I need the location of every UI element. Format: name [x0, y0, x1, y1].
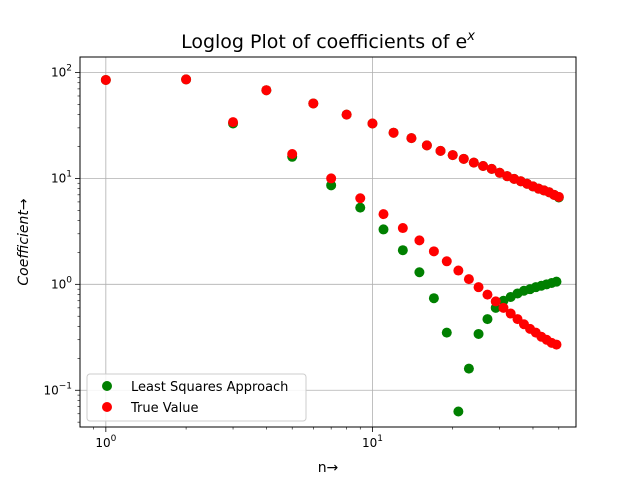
true-value-point	[498, 302, 509, 313]
data-points	[100, 74, 564, 417]
true-value-point	[388, 127, 399, 138]
true-value-point	[367, 118, 378, 129]
least-squares-point	[473, 328, 484, 339]
true-value-point	[378, 209, 389, 220]
legend-frame	[86, 373, 307, 422]
y-tick-label: 101	[51, 169, 72, 185]
axis-ticks: 100 101 10−1 100 101 102	[43, 63, 383, 450]
true-value-point	[341, 109, 352, 120]
least-squares-point	[453, 406, 464, 417]
true-value-point	[486, 163, 497, 174]
true-value-point	[453, 265, 464, 276]
legend-label-least-squares: Least Squares Approach	[131, 380, 288, 395]
least-squares-point	[441, 327, 452, 338]
true-value-point	[478, 160, 489, 171]
true-value-point	[473, 282, 484, 293]
legend: Least Squares Approach True Value	[86, 373, 307, 422]
least-squares-point	[326, 180, 337, 191]
least-squares-point	[378, 224, 389, 235]
true-value-point	[326, 173, 337, 184]
least-squares-point	[482, 314, 493, 325]
least-squares-point	[551, 276, 562, 287]
y-tick-label: 10−1	[43, 381, 72, 397]
true-value-point	[428, 246, 439, 257]
least-squares-point	[355, 202, 366, 213]
true-value-point	[463, 274, 474, 285]
true-value-point	[406, 133, 417, 144]
true-value-point	[100, 74, 111, 85]
y-tick-label: 100	[51, 275, 72, 291]
least-squares-point	[463, 363, 474, 374]
least-squares-point	[397, 245, 408, 256]
true-value-point	[435, 145, 446, 156]
true-value-point	[553, 191, 564, 202]
legend-marker-least-squares	[102, 381, 112, 391]
true-value-point	[287, 148, 298, 159]
x-tick-label: 100	[95, 434, 116, 450]
true-value-point	[505, 308, 516, 319]
true-value-point	[468, 157, 479, 168]
grid-lines	[80, 57, 576, 427]
y-tick-label: 102	[51, 63, 72, 79]
least-squares-point	[414, 267, 425, 278]
true-value-point	[355, 193, 366, 204]
chart-title: Loglog Plot of coefficients of ex	[181, 29, 475, 53]
true-value-point	[414, 235, 425, 246]
legend-label-true-value: True Value	[130, 401, 198, 416]
true-value-point	[228, 117, 239, 128]
true-value-point	[181, 74, 192, 85]
true-value-point	[421, 140, 432, 151]
true-value-point	[308, 98, 319, 109]
true-value-point	[482, 289, 493, 300]
x-axis-label: n→	[318, 460, 339, 476]
x-tick-label: 101	[362, 434, 383, 450]
true-value-point	[490, 296, 501, 307]
y-axis-label: Coefficient→	[16, 198, 32, 286]
true-value-point	[447, 150, 458, 161]
plot-frame	[79, 56, 577, 428]
true-value-point	[458, 153, 469, 164]
true-value-point	[551, 339, 562, 350]
legend-marker-true-value	[102, 402, 112, 412]
true-value-point	[397, 223, 408, 234]
true-value-point	[494, 167, 505, 178]
true-value-point	[441, 256, 452, 267]
least-squares-point	[428, 293, 439, 304]
true-value-point	[261, 85, 272, 96]
